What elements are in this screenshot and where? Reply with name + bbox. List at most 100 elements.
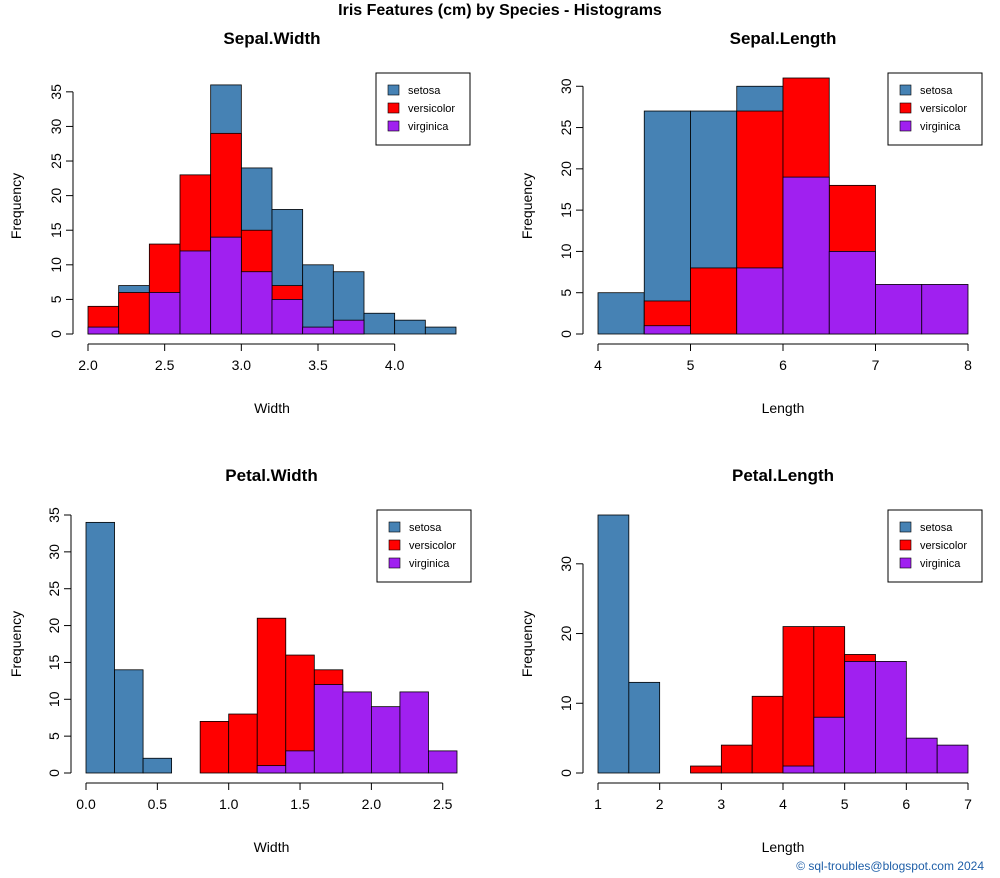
bar-setosa	[114, 669, 144, 774]
legend-swatch-versicolor	[387, 102, 400, 114]
bar-virginica	[342, 691, 372, 774]
x-tick-label: 0.0	[76, 796, 96, 812]
y-tick-label: 0	[48, 330, 64, 338]
bar-virginica	[844, 661, 876, 774]
legend-label-setosa: setosa	[409, 522, 442, 534]
legend-swatch-versicolor	[899, 102, 912, 114]
legend-label-setosa: setosa	[920, 522, 953, 534]
bar-virginica	[643, 325, 691, 335]
y-tick-label: 10	[46, 691, 62, 707]
x-tick-label: 1.5	[290, 796, 310, 812]
legend-swatch-virginica	[388, 557, 401, 569]
legend-label-versicolor: versicolor	[408, 103, 455, 115]
bar-virginica	[782, 765, 815, 774]
bar-versicolor	[228, 713, 258, 774]
y-axis-label: Frequency	[519, 611, 535, 677]
legend-label-virginica: virginica	[409, 558, 450, 570]
figure-title: Iris Features (cm) by Species - Histogra…	[338, 2, 662, 19]
bar-virginica	[332, 319, 365, 335]
bar-virginica	[87, 326, 120, 335]
legend-swatch-setosa	[899, 521, 912, 533]
y-tick-label: 0	[558, 769, 574, 777]
bar-virginica	[936, 744, 969, 774]
y-tick-label: 0	[558, 330, 574, 338]
y-tick-label: 5	[558, 289, 574, 297]
bar-virginica	[875, 284, 923, 335]
y-tick-label: 25	[558, 120, 574, 136]
y-axis-label: Frequency	[8, 173, 24, 239]
panel-title: Petal.Width	[225, 466, 317, 485]
x-tick-label: 2.5	[433, 796, 453, 812]
legend-label-virginica: virginica	[920, 121, 961, 133]
bar-setosa	[643, 110, 691, 335]
x-tick-label: 3.5	[308, 357, 328, 373]
x-tick-label: 5	[687, 357, 695, 373]
bar-virginica	[271, 299, 304, 335]
x-tick-label: 4	[594, 357, 602, 373]
legend-label-versicolor: versicolor	[920, 540, 967, 552]
legend-label-versicolor: versicolor	[409, 540, 456, 552]
bar-versicolor	[751, 695, 784, 774]
bar-virginica	[782, 176, 830, 335]
x-tick-label: 7	[872, 357, 880, 373]
bar-versicolor	[690, 765, 722, 774]
y-tick-label: 15	[46, 654, 62, 670]
x-tick-label: 6	[902, 796, 910, 812]
y-tick-label: 5	[46, 732, 62, 740]
x-tick-label: 1.0	[219, 796, 239, 812]
y-tick-label: 20	[558, 626, 574, 642]
x-tick-label: 3	[717, 796, 725, 812]
x-tick-label: 4	[779, 796, 787, 812]
y-tick-label: 15	[48, 222, 64, 238]
x-tick-label: 7	[964, 796, 972, 812]
legend-label-virginica: virginica	[408, 121, 449, 133]
bar-setosa	[302, 264, 334, 335]
bar-versicolor	[199, 721, 230, 774]
histogram-panel-4: Petal.Length Length Frequency 1 2 3 4 5 6 7 0 10 20 3…	[519, 466, 983, 855]
bar-versicolor	[720, 744, 753, 774]
bar-virginica	[828, 251, 876, 335]
x-axis-label: Width	[254, 839, 290, 855]
panel-title: Sepal.Length	[730, 29, 837, 48]
bar-virginica	[921, 284, 969, 335]
y-tick-label: 30	[558, 556, 574, 572]
legend-label-virginica: virginica	[920, 558, 961, 570]
y-tick-label: 10	[48, 257, 64, 273]
bar-virginica	[370, 706, 401, 774]
bar-virginica	[285, 750, 315, 774]
bar-virginica	[428, 750, 458, 774]
bar-versicolor	[782, 626, 815, 774]
y-tick-label: 15	[558, 202, 574, 218]
legend-swatch-versicolor	[388, 539, 401, 551]
legend: setosa versicolor virginica	[376, 509, 472, 583]
credit-footer: © sql-troubles@blogspot.com 2024	[796, 859, 984, 873]
bar-virginica	[302, 326, 334, 335]
y-tick-label: 10	[558, 695, 574, 711]
y-axis-label: Frequency	[8, 611, 24, 677]
legend-swatch-setosa	[387, 84, 400, 96]
y-axis-label: Frequency	[519, 173, 535, 239]
x-tick-label: 0.5	[148, 796, 168, 812]
x-tick-label: 4.0	[385, 357, 405, 373]
legend-swatch-virginica	[387, 120, 400, 132]
bar-virginica	[736, 267, 784, 335]
bar-virginica	[813, 716, 846, 774]
bar-virginica	[240, 271, 273, 335]
bar-setosa	[597, 514, 630, 774]
y-tick-label: 5	[48, 295, 64, 303]
bar-virginica	[179, 250, 212, 335]
bar-virginica	[399, 691, 429, 774]
y-tick-label: 30	[46, 544, 62, 560]
bar-setosa	[597, 292, 645, 335]
panel-title: Sepal.Width	[223, 29, 320, 48]
legend-swatch-setosa	[899, 84, 912, 96]
legend-swatch-versicolor	[899, 539, 912, 551]
y-tick-label: 25	[48, 153, 64, 169]
y-tick-label: 30	[48, 118, 64, 134]
x-tick-label: 5	[841, 796, 849, 812]
y-tick-label: 20	[46, 618, 62, 634]
legend-swatch-virginica	[899, 120, 912, 132]
y-tick-label: 35	[46, 507, 62, 523]
bar-setosa	[424, 326, 457, 335]
